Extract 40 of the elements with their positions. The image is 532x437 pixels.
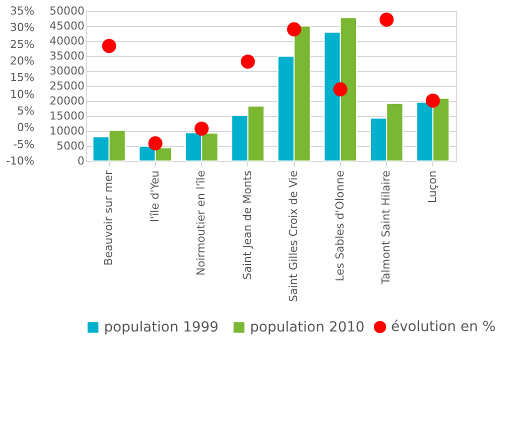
y-tick-label: 5000 bbox=[56, 140, 84, 152]
x-tick-label: l'île d'Yeu bbox=[148, 170, 162, 222]
x-tick-label: Saint Gilles Croix de Vie bbox=[287, 170, 300, 302]
point bbox=[102, 38, 116, 54]
point bbox=[426, 94, 440, 108]
y-tick-label: 45000 bbox=[50, 20, 84, 32]
y2-tick-label: 5% bbox=[17, 104, 34, 118]
x-tick-label: Saint Jean de Monts bbox=[240, 170, 254, 280]
point bbox=[148, 136, 162, 150]
point bbox=[380, 12, 394, 27]
y-tick-label: 50000 bbox=[50, 4, 84, 18]
x-tick-label: Noirmoutier en l'île bbox=[194, 170, 208, 276]
y2-tick-label: 10% bbox=[10, 88, 34, 101]
y-tick-label: 10000 bbox=[50, 124, 84, 138]
point bbox=[333, 82, 348, 96]
legend-label: population 2010 bbox=[250, 319, 365, 336]
y2-tick-label: 25% bbox=[10, 38, 34, 51]
y2-tick-label: 0% bbox=[17, 121, 34, 134]
x-tick-label: Talmont Saint Hilaire bbox=[380, 170, 393, 286]
x-tick-label: Luçon bbox=[426, 170, 439, 204]
y2-tick-label: 35% bbox=[10, 4, 34, 18]
point bbox=[194, 122, 209, 136]
y-tick-label: 0 bbox=[78, 154, 84, 168]
y2-tick-label: -5% bbox=[13, 138, 34, 151]
y2-tick-label: 15% bbox=[10, 71, 34, 84]
y-tick-label: 35000 bbox=[50, 50, 84, 62]
point bbox=[240, 54, 255, 69]
y2-tick-label: 30% bbox=[10, 21, 34, 34]
x-tick-label: Les Sables d'Olonne bbox=[333, 170, 346, 282]
y-tick-label: 40000 bbox=[50, 34, 84, 48]
legend-label: évolution en % bbox=[391, 319, 496, 335]
y-tick-label: 25000 bbox=[50, 80, 84, 92]
y-tick-label: 20000 bbox=[50, 94, 84, 108]
legend-label: population 1999 bbox=[104, 319, 219, 336]
y2-tick-label: 20% bbox=[10, 54, 34, 68]
point bbox=[287, 22, 302, 36]
y-tick-label: 30000 bbox=[50, 64, 84, 78]
x-tick-label: Beauvoir sur mer bbox=[102, 170, 116, 266]
y-tick-label: 15000 bbox=[50, 110, 84, 122]
y2-tick-label: -10% bbox=[6, 154, 34, 168]
